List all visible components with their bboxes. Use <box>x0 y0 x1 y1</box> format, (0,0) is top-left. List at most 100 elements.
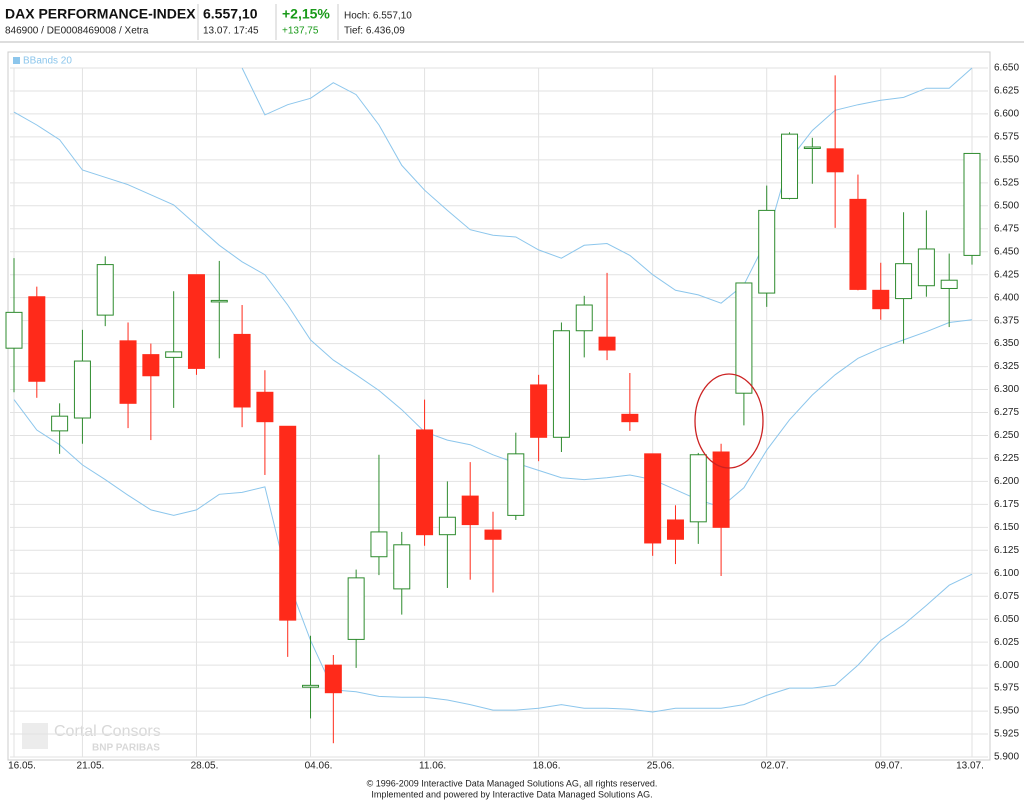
candle-body <box>51 415 69 432</box>
bands <box>13 67 973 713</box>
y-tick-label: 6.650 <box>994 63 1019 74</box>
candles <box>5 75 981 744</box>
candle-body <box>872 289 890 310</box>
candle-body <box>849 198 867 290</box>
y-tick-label: 6.275 <box>994 407 1019 418</box>
candle-body <box>370 531 388 558</box>
candle-body <box>187 274 205 369</box>
day-high: Hoch: 6.557,10 <box>344 11 412 22</box>
y-tick-label: 6.050 <box>994 614 1019 625</box>
y-tick-label: 6.175 <box>994 499 1019 510</box>
y-tick-label: 6.600 <box>994 109 1019 120</box>
footer-copyright: © 1996-2009 Interactive Data Managed Sol… <box>367 778 658 788</box>
y-tick-label: 5.900 <box>994 752 1019 763</box>
y-tick-label: 6.425 <box>994 269 1019 280</box>
y-tick-label: 6.350 <box>994 338 1019 349</box>
watermark-brand: Cortal Consors <box>54 723 161 740</box>
highlight-circle <box>694 373 764 469</box>
y-tick-label: 6.450 <box>994 246 1019 257</box>
candle-body <box>210 299 228 303</box>
y-tick-label: 6.100 <box>994 568 1019 579</box>
candle-body <box>347 577 365 640</box>
candle-body <box>393 544 411 590</box>
candle-body <box>484 529 502 540</box>
y-tick-label: 6.250 <box>994 430 1019 441</box>
candle-body <box>917 248 935 287</box>
band-middle <box>13 111 973 508</box>
footer-powered: Implemented and powered by Interactive D… <box>371 789 652 799</box>
candle-body <box>165 351 183 358</box>
y-tick-label: 6.300 <box>994 384 1019 395</box>
band-upper <box>241 67 973 304</box>
candle-body <box>73 360 91 419</box>
change-abs: +137,75 <box>282 26 319 37</box>
candle-body <box>28 296 46 382</box>
candle-body <box>575 304 593 332</box>
candle-body <box>689 454 707 523</box>
band-lower <box>13 399 973 713</box>
candle-body <box>963 152 981 256</box>
legend-swatch <box>13 57 20 64</box>
candle-body <box>530 384 548 438</box>
legend: BBands 20 <box>13 56 72 67</box>
candle-body <box>96 264 114 316</box>
x-tick-label: 09.07. <box>875 761 903 772</box>
x-tick-label: 21.05. <box>77 761 105 772</box>
y-tick-label: 6.475 <box>994 223 1019 234</box>
x-tick-label: 13.07. <box>956 761 984 772</box>
candle-body <box>781 133 799 199</box>
candle-body <box>803 146 821 150</box>
candle-body <box>461 495 479 526</box>
y-tick-label: 5.925 <box>994 729 1019 740</box>
candle-body <box>507 453 525 516</box>
legend-label: BBands 20 <box>23 56 72 67</box>
candle-body <box>735 282 753 394</box>
candle-body <box>940 279 958 289</box>
candle-body <box>302 684 320 688</box>
x-tick-label: 04.06. <box>305 761 333 772</box>
y-tick-label: 6.000 <box>994 660 1019 671</box>
watermark-logo <box>22 723 48 749</box>
candle-body <box>233 333 251 408</box>
candle-body <box>895 263 913 300</box>
candle-body <box>666 519 684 540</box>
y-tick-label: 6.550 <box>994 155 1019 166</box>
x-tick-label: 11.06. <box>419 761 446 772</box>
x-tick-label: 16.05. <box>8 761 36 772</box>
candle-body <box>552 330 570 438</box>
axes: 5.900 5.925 5.950 5.975 6.000 6.025 6.050 6.075… <box>8 63 1019 772</box>
instrument-title: DAX PERFORMANCE-INDEX <box>5 6 196 22</box>
y-tick-label: 6.075 <box>994 591 1019 602</box>
price: 6.557,10 <box>203 6 258 22</box>
y-tick-label: 6.325 <box>994 361 1019 372</box>
watermark: Cortal Consors BNP PARIBAS <box>22 723 161 754</box>
y-tick-label: 6.575 <box>994 132 1019 143</box>
grid <box>10 67 988 758</box>
y-tick-label: 5.975 <box>994 683 1019 694</box>
candle-body <box>142 354 160 377</box>
day-low: Tief: 6.436,09 <box>344 26 405 37</box>
candle-body <box>598 336 616 351</box>
y-tick-label: 6.200 <box>994 476 1019 487</box>
y-tick-label: 5.950 <box>994 706 1019 717</box>
x-tick-label: 18.06. <box>533 761 561 772</box>
y-tick-label: 6.500 <box>994 200 1019 211</box>
instrument-id: 846900 / DE0008469008 / Xetra <box>5 26 149 37</box>
candle-body <box>712 451 730 528</box>
candle-body <box>826 148 844 173</box>
candle-body <box>256 391 274 423</box>
candle-body <box>119 340 137 404</box>
change-pct: +2,15% <box>282 6 330 22</box>
y-tick-label: 6.525 <box>994 177 1019 188</box>
x-tick-label: 28.05. <box>191 761 219 772</box>
candle-body <box>279 425 297 621</box>
candle-body <box>5 311 23 349</box>
x-tick-label: 02.07. <box>761 761 789 772</box>
header-bg <box>0 0 1024 42</box>
y-tick-label: 6.375 <box>994 315 1019 326</box>
time: 13.07. 17:45 <box>203 26 259 37</box>
candle-body <box>758 209 776 294</box>
y-tick-label: 6.025 <box>994 637 1019 648</box>
